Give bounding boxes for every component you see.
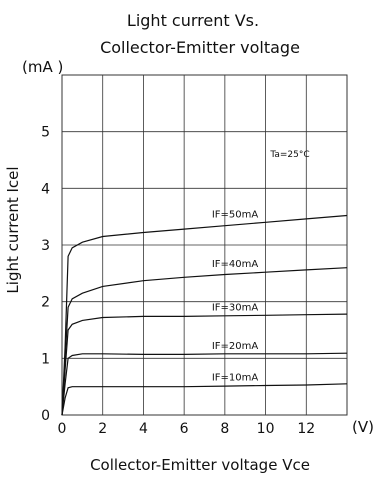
x-tick-label: 8	[220, 421, 229, 437]
series-line	[61, 214, 348, 416]
y-tick-label: 2	[41, 295, 50, 311]
series-label: IF=20mA	[212, 341, 259, 352]
x-tick-label: 0	[58, 421, 67, 437]
series-label: IF=50mA	[212, 209, 259, 220]
x-axis-label: Collector-Emitter voltage Vce	[90, 456, 310, 474]
series-line	[61, 267, 348, 416]
x-axis-unit: (V)	[352, 418, 374, 436]
series-label: IF=10mA	[212, 373, 259, 384]
series-label: IF=30mA	[212, 302, 259, 313]
chart-title-line1: Light current Vs.	[127, 11, 259, 30]
chart-title-line2: Collector-Emitter voltage	[100, 38, 300, 57]
x-tick-label: 6	[180, 421, 189, 437]
y-axis-unit: (mA )	[22, 58, 63, 76]
plot-area: 0 2 4 6 8 10 12012345IF=50mAIF=40mAIF=30mAIF=2…	[41, 74, 348, 437]
series-line	[61, 383, 348, 416]
y-tick-label: 1	[41, 351, 50, 367]
series-line	[61, 313, 348, 416]
x-tick-label: 2	[98, 421, 107, 437]
series-label: IF=40mA	[212, 259, 259, 270]
x-tick-label: 12	[297, 421, 315, 437]
y-axis-label: Light current Icel	[4, 166, 22, 293]
temperature-annotation: Ta=25°C	[269, 150, 309, 160]
series-line	[61, 352, 348, 416]
y-tick-label: 3	[41, 238, 50, 254]
y-tick-label: 5	[41, 125, 50, 141]
y-tick-label: 0	[41, 408, 50, 424]
x-tick-label: 10	[257, 421, 275, 437]
y-tick-label: 4	[41, 181, 50, 197]
x-tick-label: 4	[139, 421, 148, 437]
